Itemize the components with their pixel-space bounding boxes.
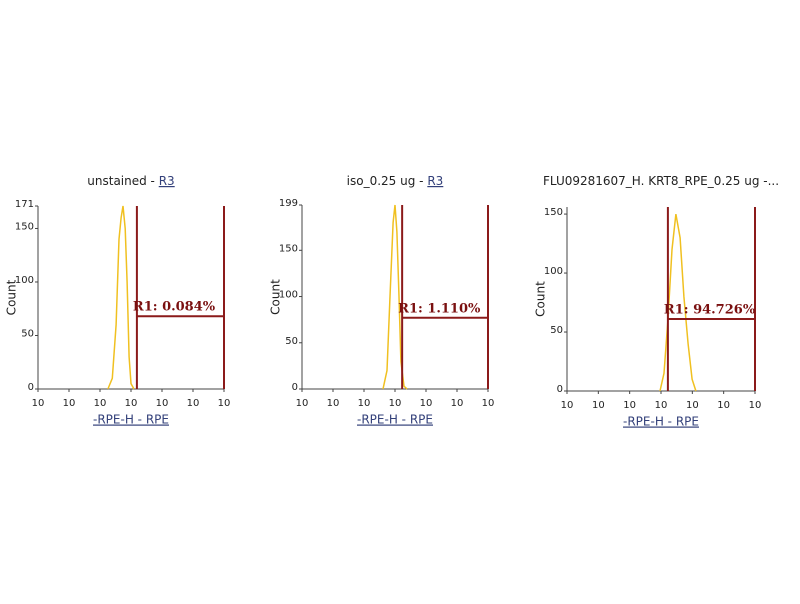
x-tick-label: 10 [717, 400, 730, 411]
y-tick-label: 199 [279, 198, 298, 209]
x-tick-label: 10 [482, 398, 495, 409]
y-tick-label: 150 [15, 221, 34, 232]
x-tick-label: 10 [358, 398, 371, 409]
title-link: R3 [427, 174, 443, 188]
histogram-line [659, 213, 697, 392]
x-tick-label: 10 [623, 400, 636, 411]
y-tick-label: 150 [279, 243, 298, 254]
x-axis-label: -RPE-H - RPE [93, 413, 169, 427]
x-tick-label: 10 [561, 400, 574, 411]
panel-title: FLU09281607_H. KRT8_RPE_0.25 ug -... [543, 174, 779, 188]
y-tick-label: 0 [28, 382, 34, 393]
y-axis-label: Count [534, 281, 548, 317]
x-axis-label: -RPE-H - RPE [357, 413, 433, 427]
y-tick-label: 0 [557, 384, 563, 395]
panel-title: iso_0.25 ug - R3 [347, 174, 444, 188]
x-tick-label: 10 [389, 398, 402, 409]
title-text: FLU09281607_H. KRT8_RPE_0.25 ug -... [543, 174, 779, 188]
x-tick-label: 10 [327, 398, 340, 409]
gate-label: R1: 94.726% [664, 303, 756, 318]
title-text: unstained - [87, 174, 155, 188]
x-tick-label: 10 [63, 398, 76, 409]
y-tick-label: 150 [544, 207, 563, 218]
y-axis-label: Count [269, 279, 283, 315]
title-text: iso_0.25 ug - [347, 174, 424, 188]
y-tick-label: 50 [550, 325, 563, 336]
histogram-line [382, 204, 408, 390]
x-tick-label: 10 [686, 400, 699, 411]
y-axis-label: Count [5, 279, 19, 315]
x-axis-label: -RPE-H - RPE [623, 415, 699, 429]
x-tick-label: 10 [32, 398, 45, 409]
x-tick-label: 10 [296, 398, 309, 409]
x-tick-label: 10 [218, 398, 231, 409]
y-tick-label: 0 [292, 382, 298, 393]
panel-title: unstained - R3 [87, 174, 174, 188]
x-tick-label: 10 [451, 398, 464, 409]
y-tick-label: 100 [279, 290, 298, 301]
y-tick-label: 171 [15, 199, 34, 210]
gate-label: R1: 1.110% [398, 301, 481, 316]
y-tick-label: 50 [21, 328, 34, 339]
histogram-line [107, 205, 135, 390]
x-tick-label: 10 [592, 400, 605, 411]
x-tick-label: 10 [187, 398, 200, 409]
title-link: R3 [159, 174, 175, 188]
x-tick-label: 10 [156, 398, 169, 409]
x-tick-label: 10 [749, 400, 762, 411]
y-tick-label: 50 [285, 336, 298, 347]
gate-label: R1: 0.084% [133, 300, 216, 315]
y-tick-label: 100 [15, 275, 34, 286]
x-tick-label: 10 [125, 398, 138, 409]
x-tick-label: 10 [94, 398, 107, 409]
x-tick-label: 10 [655, 400, 668, 411]
y-tick-label: 100 [544, 266, 563, 277]
x-tick-label: 10 [420, 398, 433, 409]
